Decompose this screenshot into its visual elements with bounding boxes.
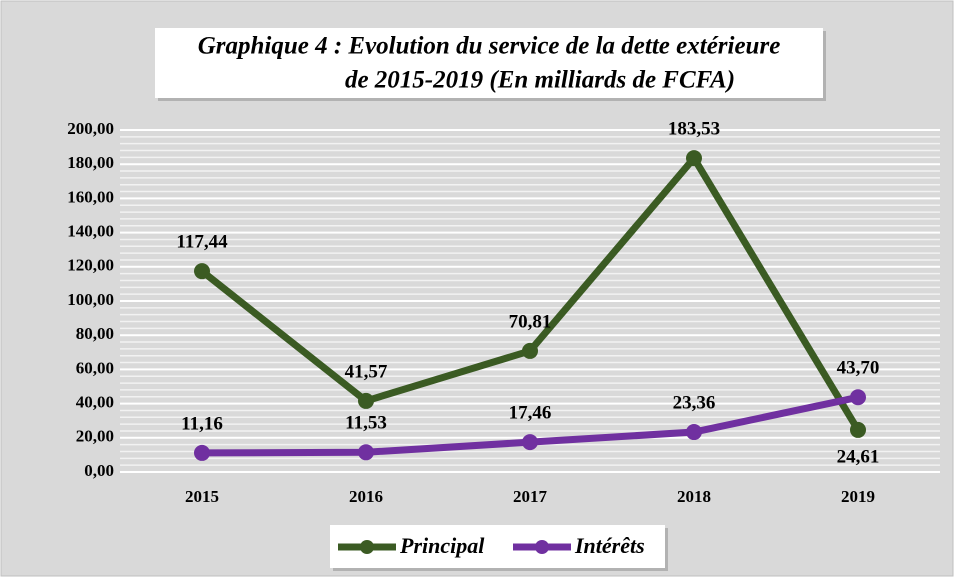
point [522, 342, 538, 359]
legend-marker [535, 540, 549, 554]
data-label: 183,53 [668, 119, 720, 140]
legend-marker [360, 540, 374, 554]
point [358, 444, 374, 461]
legend-label: Principal [399, 533, 485, 558]
y-tick-label: 180,00 [67, 153, 114, 172]
data-label: 41,57 [345, 361, 388, 382]
x-tick-label: 2015 [185, 487, 219, 506]
data-label: 43,70 [837, 358, 880, 379]
y-tick-label: 40,00 [76, 393, 114, 412]
point [850, 389, 866, 406]
point [194, 444, 210, 461]
point [522, 434, 538, 451]
y-tick-label: 140,00 [67, 222, 114, 241]
x-tick-label: 2018 [677, 487, 711, 506]
point [850, 421, 866, 438]
x-tick-label: 2019 [841, 487, 875, 506]
data-label: 24,61 [837, 446, 880, 467]
y-tick-label: 160,00 [67, 187, 114, 206]
data-label: 11,53 [345, 413, 387, 434]
point [358, 392, 374, 409]
chart-title: de 2015-2019 (En milliards de FCFA) [345, 67, 735, 94]
data-label: 117,44 [176, 232, 228, 253]
point [686, 150, 702, 167]
y-tick-label: 200,00 [67, 119, 114, 138]
point [194, 263, 210, 280]
y-tick-label: 100,00 [67, 290, 114, 309]
data-label: 23,36 [673, 392, 716, 413]
legend-label: Intérêts [574, 533, 645, 558]
chart-title: Graphique 4 : Evolution du service de la… [198, 33, 781, 60]
x-tick-label: 2016 [349, 487, 383, 506]
data-label: 11,16 [181, 413, 223, 434]
data-label: 70,81 [509, 311, 552, 332]
y-tick-label: 20,00 [76, 427, 114, 446]
y-tick-label: 0,00 [84, 461, 114, 480]
y-tick-label: 120,00 [67, 256, 114, 275]
data-label: 17,46 [509, 403, 552, 424]
y-tick-label: 80,00 [76, 324, 114, 343]
x-tick-label: 2017 [513, 487, 548, 506]
title-box [155, 28, 823, 98]
y-tick-label: 60,00 [76, 358, 114, 377]
point [686, 424, 702, 441]
